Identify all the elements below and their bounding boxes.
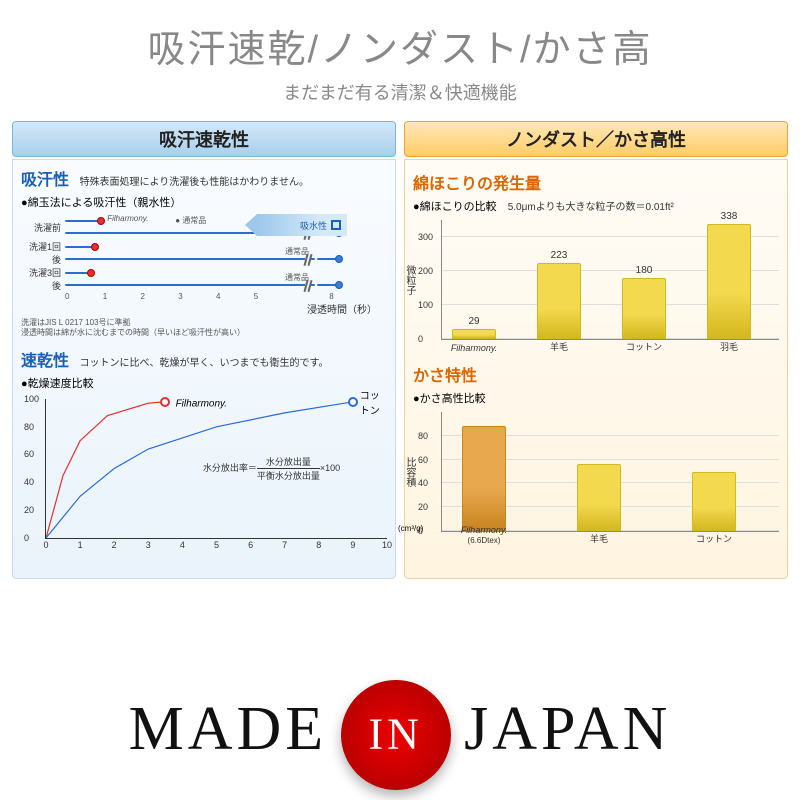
absorb-chart: 洗濯前 Filharmony.● 通常品 通常品 吸水性 洗濯1回後 通常品 洗… [21, 214, 387, 292]
absorb-note: 特殊表面処理により洗濯後も性能はかわりません。 [79, 177, 309, 188]
title-sub: まだまだ有る清潔＆快適機能 [0, 79, 800, 105]
panel-header-right: ノンダスト／かさ高性 [404, 121, 788, 157]
bulk-title: かさ特性 [413, 362, 779, 386]
dry-bullet: ●乾燥速度比較 [21, 375, 387, 391]
panel-absorption-drying: 吸汗速乾性 吸汗性 特殊表面処理により洗濯後も性能はかわりません。 ●綿玉法によ… [12, 121, 396, 579]
mij-japan: JAPAN [464, 695, 671, 763]
dry-note: コットンに比べ、乾燥が早く、いつまでも衛生的です。 [79, 358, 328, 369]
made-in-japan: MADE IN JAPAN [0, 680, 800, 790]
section-absorb-title: 吸汗性 [21, 172, 69, 189]
dust-bar-chart: 0100200300微粒子29Filharmony.223羊毛180コットン33… [441, 220, 779, 340]
absorb-footnote: 洗濯はJIS L 0217 103号に準拠浸透時間は綿が水に沈むまでの時間（早い… [21, 318, 387, 339]
panel-body-right: 綿ほこりの発生量 ●綿ほこりの比較 5.0μmよりも大きな粒子の数＝0.01ft… [404, 159, 788, 579]
header: 吸汗速乾/ノンダスト/かさ高 まだまだ有る清潔＆快適機能 [0, 0, 800, 113]
dust-title: 綿ほこりの発生量 [413, 170, 779, 194]
panel-dust-bulk: ノンダスト／かさ高性 綿ほこりの発生量 ●綿ほこりの比較 5.0μmよりも大きな… [404, 121, 788, 579]
panel-body-left: 吸汗性 特殊表面処理により洗濯後も性能はかわりません。 ●綿玉法による吸汗性（親… [12, 159, 396, 579]
absorb-x-label: 浸透時間（秒） [21, 301, 377, 316]
japan-flag-icon: IN [341, 680, 451, 790]
title-main: 吸汗速乾/ノンダスト/かさ高 [0, 18, 800, 73]
mij-made: MADE [129, 695, 328, 763]
absorb-x-axis: 0123458 [65, 292, 387, 301]
absorb-bullet: ●綿玉法による吸汗性（親水性） [21, 194, 387, 210]
panel-header-left: 吸汗速乾性 [12, 121, 396, 157]
panels: 吸汗速乾性 吸汗性 特殊表面処理により洗濯後も性能はかわりません。 ●綿玉法によ… [0, 113, 800, 587]
bulk-bar-chart: 020406080比容積(cm³/g)Filharmony.(6.6Dtex)羊… [441, 412, 779, 532]
bulk-bullet: ●かさ高性比較 [413, 390, 779, 406]
dry-chart: 020406080100012345678910Filharmony.コットン水… [45, 399, 387, 539]
section-dry-title: 速乾性 [21, 353, 69, 370]
